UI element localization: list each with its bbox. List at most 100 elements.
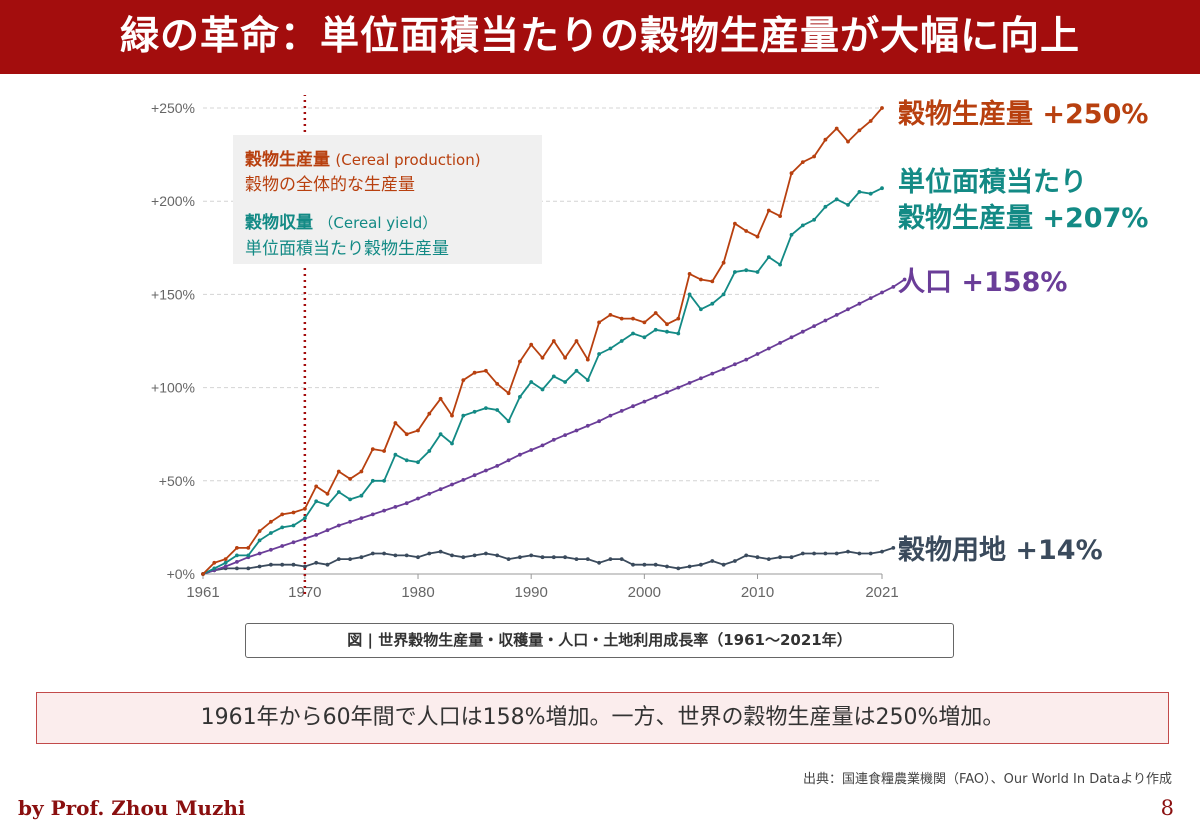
yield-data-point [800,223,805,228]
y-tick-label: +100% [151,380,195,396]
legend-box [233,135,542,264]
yield-data-point [212,566,217,571]
legend-production-desc: 穀物の全体的な生産量 [245,175,415,195]
land-data-point [891,546,896,550]
production-data-point [834,126,839,131]
production-data-point [427,411,432,416]
production-data-point [880,106,884,110]
land-data-point [608,557,613,561]
production-data-point [438,396,443,401]
land-data-point [778,555,782,560]
land-data-point [699,562,703,567]
production-data-point [631,316,635,321]
land-data-point [812,551,816,556]
yield-data-point [574,368,579,373]
land-data-point [857,551,862,556]
population-data-point [450,482,454,487]
yield-data-point [506,419,511,424]
y-tick-label: +150% [151,286,195,302]
land-data-point [235,566,239,571]
population-data-point [597,419,601,424]
yield-data-point [880,186,884,191]
production-data-point [223,557,228,561]
production-data-point [642,320,647,325]
production-data-point [653,311,658,315]
production-data-point [744,229,749,233]
author-credit: by Prof. Zhou Muzhi [18,796,246,820]
yield-data-point [246,553,251,558]
production-data-point [823,137,828,142]
population-data-point [484,468,488,473]
yield-data-point [857,190,862,194]
yield-data-point [812,217,816,222]
population-data-point [642,399,647,404]
production-data-point [336,469,341,474]
population-data-point [518,452,522,457]
yield-data-point [325,503,330,507]
land-data-point [766,557,771,561]
population-data-point [303,536,307,541]
yield-data-point [382,478,386,483]
land-data-point [246,566,251,571]
y-tick-label: +50% [159,473,195,489]
population-data-point [766,346,771,351]
yield-data-point [597,352,601,356]
production-data-point [868,119,873,123]
population-data-point [789,335,794,340]
land-data-point [393,553,398,558]
yield-data-point [404,458,409,463]
land-data-point [631,562,635,567]
yield-data-point [585,378,590,382]
land-data-point [880,549,884,554]
yield-data-point [314,499,319,504]
yield-data-point [223,560,228,565]
production-data-point [303,506,307,511]
population-data-point [382,508,386,513]
land-data-point [303,564,307,569]
production-data-point [789,171,794,176]
yield-data-point [257,538,262,543]
yield-data-point [868,191,873,196]
yield-data-point [744,268,749,273]
production-data-point [676,316,681,321]
production-data-point [608,313,613,317]
yield-data-point [789,232,794,237]
production-data-point [857,128,862,133]
population-data-point [540,443,545,448]
production-data-point [359,469,364,474]
yield-series-label-line2: 穀物生産量 +207% [898,203,1149,234]
land-data-point [744,553,749,558]
land-data-point [506,557,511,561]
yield-series-label-line1: 単位面積当たり [898,167,1087,198]
land-data-point [472,553,477,558]
legend-yield-en: （Cereal yield） [318,214,438,232]
land-data-point [800,551,805,556]
population-data-point [529,448,534,452]
production-data-point [246,546,251,550]
land-data-point [676,566,681,571]
land-data-point [427,551,432,556]
population-data-point [631,404,635,409]
production-data-point [461,378,466,382]
population-data-point [223,564,228,569]
land-data-point [574,557,579,561]
population-data-point [280,544,285,548]
population-data-point [755,352,760,356]
x-tick-label: 2021 [865,584,898,601]
legend-yield-desc: 単位面積当たり穀物生産量 [245,239,449,259]
production-data-point [563,355,567,360]
land-data-point [540,555,545,560]
land-data-point [846,549,850,554]
production-data-point [370,447,375,451]
population-data-point [404,501,409,506]
production-data-point [495,382,500,386]
population-data-point [269,547,273,552]
population-data-point [472,473,477,478]
land-data-point [823,551,828,556]
land-data-point [642,562,647,567]
production-data-point [778,214,782,219]
land-data-point [619,557,624,561]
yield-data-point [348,497,352,502]
yield-data-point [846,203,850,207]
production-data-point [529,342,534,347]
